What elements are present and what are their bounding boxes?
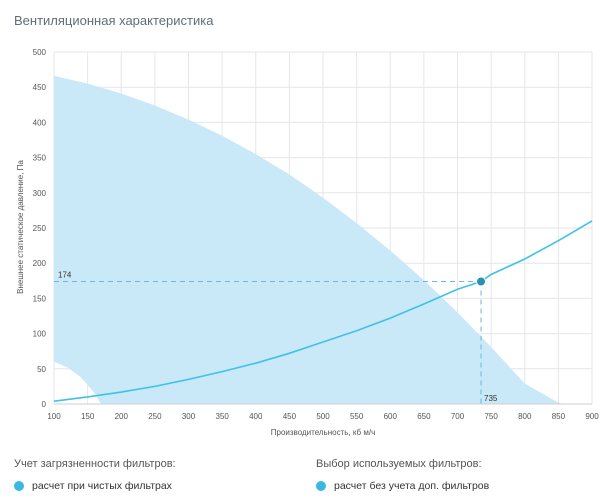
radio-selected-icon[interactable]	[14, 481, 24, 491]
x-tick-label: 350	[215, 412, 229, 421]
x-tick-label: 450	[283, 412, 297, 421]
y-tick-label: 250	[33, 224, 47, 233]
operating-point-x-label: 735	[484, 394, 498, 403]
x-tick-label: 600	[384, 412, 398, 421]
x-tick-label: 800	[518, 412, 532, 421]
x-tick-label: 400	[249, 412, 263, 421]
radio-selected-icon[interactable]	[316, 481, 326, 491]
operating-region	[54, 75, 564, 404]
operating-point-marker	[476, 276, 487, 287]
y-tick-label: 500	[33, 48, 47, 57]
x-tick-label: 750	[484, 412, 498, 421]
x-tick-label: 850	[552, 412, 566, 421]
y-tick-label: 150	[33, 294, 47, 303]
x-tick-label: 900	[585, 412, 599, 421]
y-tick-label: 50	[37, 365, 46, 374]
operating-point-y-label: 174	[58, 271, 72, 280]
x-tick-label: 100	[47, 412, 61, 421]
contamination-option-label: расчет при чистых фильтрах	[32, 480, 172, 492]
system-curve-line	[53, 220, 593, 402]
y-tick-label: 400	[33, 118, 47, 127]
filter-selection-option-label: расчет без учета доп. фильтров	[334, 480, 490, 492]
x-tick-label: 700	[451, 412, 465, 421]
x-tick-label: 300	[182, 412, 196, 421]
operating-point-guides: 174 735	[54, 271, 498, 404]
y-tick-label: 300	[33, 189, 47, 198]
x-tick-label: 200	[115, 412, 129, 421]
x-tick-label: 650	[417, 412, 431, 421]
y-tick-label: 100	[33, 330, 47, 339]
y-axis-label: Внешнее статическое давление, Па	[16, 160, 25, 294]
series-layer	[53, 220, 593, 402]
x-axis-label: Производительность, кб м/ч	[271, 428, 375, 437]
filter-selection-group: Выбор используемых фильтров: расчет без …	[316, 458, 489, 492]
contamination-filter-group: Учет загрязненности фильтров: расчет при…	[14, 458, 176, 492]
filter-selection-option[interactable]: расчет без учета доп. фильтров	[316, 480, 489, 492]
x-tick-label: 500	[316, 412, 330, 421]
operating-region-area	[54, 75, 564, 404]
contamination-header: Учет загрязненности фильтров:	[14, 458, 176, 470]
y-tick-label: 450	[33, 83, 47, 92]
contamination-option[interactable]: расчет при чистых фильтрах	[14, 480, 176, 492]
axes: 100 150 200 250 300 350 400 450 500 550 600 650 700 7…	[33, 48, 600, 421]
y-tick-label: 350	[33, 154, 47, 163]
x-tick-label: 550	[350, 412, 364, 421]
x-tick-label: 250	[148, 412, 162, 421]
y-tick-label: 200	[33, 259, 47, 268]
y-tick-label: 0	[42, 400, 47, 409]
filter-selection-header: Выбор используемых фильтров:	[316, 458, 482, 470]
chart-title: Вентиляционная характеристика	[14, 13, 214, 28]
x-tick-label: 150	[81, 412, 95, 421]
